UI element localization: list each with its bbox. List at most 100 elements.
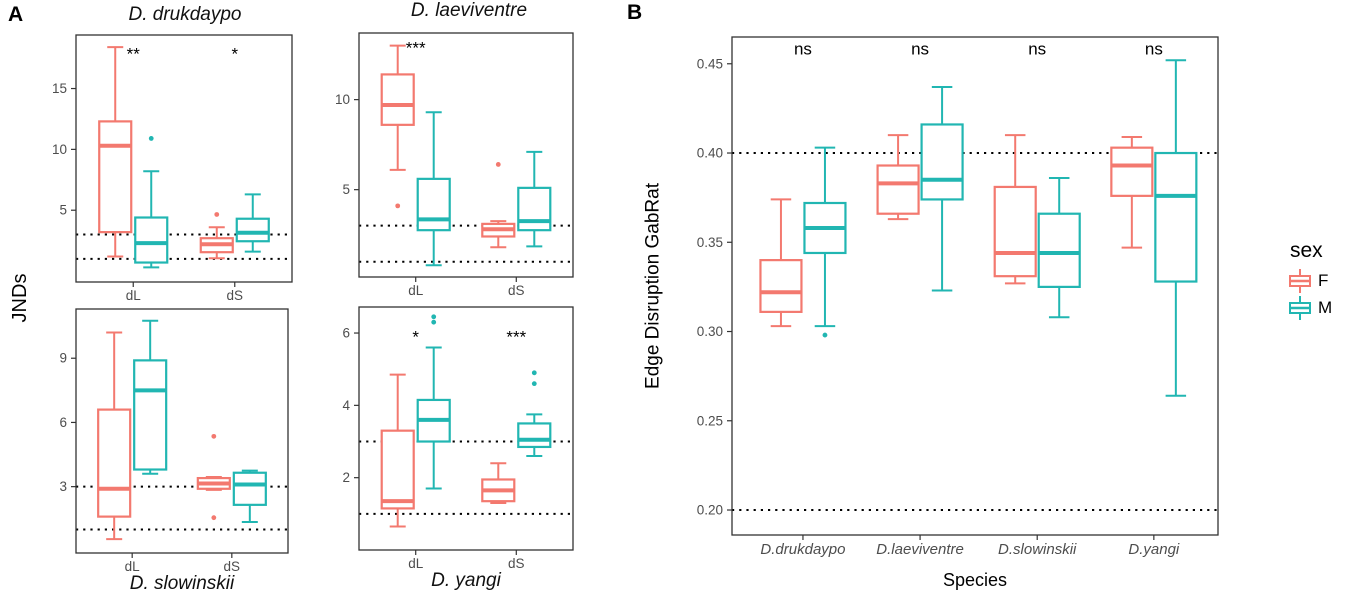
- y-tick-label: 0.45: [697, 56, 723, 71]
- boxplot-dS-m: [517, 370, 552, 457]
- legend-item-m-label: M: [1318, 298, 1333, 317]
- boxplot-D.drukdaypo-f: [759, 198, 803, 328]
- boxplot-dS-f: [199, 212, 234, 260]
- legend-item-m: M: [1287, 294, 1332, 321]
- box: [759, 259, 803, 313]
- x-tick-label: dS: [227, 288, 244, 303]
- boxplot-dL-f: [97, 331, 132, 541]
- x-tick-label: D.slowinskii: [998, 541, 1077, 558]
- box: [380, 429, 415, 510]
- x-tick-label: dL: [408, 556, 424, 571]
- box: [517, 186, 552, 232]
- x-tick-label: D.laeviventre: [876, 541, 964, 558]
- y-tick-label: 10: [52, 142, 67, 157]
- x-tick-label: D.drukdaypo: [760, 541, 845, 558]
- box: [133, 359, 168, 471]
- legend-item-f-label: F: [1318, 271, 1329, 290]
- boxplot-dS-f: [196, 433, 231, 521]
- panel-border: [358, 32, 574, 278]
- subplot-title-drukdaypo: D. drukdaypo: [128, 4, 242, 25]
- x-tick-label: dL: [125, 559, 141, 574]
- subplot-title-slowinskii: D. slowinskii: [129, 573, 235, 594]
- box: [993, 185, 1037, 278]
- boxplot-D.drukdaypo-m: [803, 146, 847, 338]
- y-tick-label: 2: [342, 470, 350, 485]
- outlier-point: [211, 515, 217, 521]
- panel-b-label: B: [627, 1, 643, 24]
- boxplot-dS-m: [232, 469, 267, 523]
- outlier-point: [531, 381, 537, 387]
- significance-label: ***: [406, 38, 426, 57]
- outlier-point: [495, 162, 501, 167]
- boxplot-dL-m: [416, 111, 451, 267]
- panel-a-subplot-1: 5 10 dL dS ***: [335, 32, 574, 298]
- significance-label: ns: [1145, 40, 1163, 59]
- box: [232, 471, 267, 506]
- y-tick-label: 9: [59, 351, 67, 366]
- y-tick-label: 4: [342, 398, 350, 413]
- significance-label: ns: [911, 40, 929, 59]
- box: [235, 217, 270, 243]
- significance-label: ***: [506, 328, 526, 347]
- boxplot-dS-f: [481, 462, 516, 504]
- significance-label: *: [231, 44, 238, 63]
- panel-a-y-axis-label: JNDs: [9, 273, 31, 323]
- y-tick-label: 6: [342, 326, 350, 341]
- boxplot-D.yangi-m: [1154, 59, 1198, 397]
- box: [517, 422, 552, 449]
- boxplot-D.laeviventre-m: [920, 85, 964, 292]
- y-tick-label: 15: [52, 81, 67, 96]
- significance-label: ns: [794, 40, 812, 59]
- boxplot-D.slowinskii-m: [1037, 177, 1081, 319]
- panel-border: [731, 36, 1219, 536]
- boxplot-dL-m: [134, 136, 169, 269]
- significance-label: **: [127, 44, 141, 63]
- boxplot-dL-f: [380, 44, 415, 209]
- y-tick-label: 0.30: [697, 324, 723, 339]
- panel-a-subplot-2: 3 6 9 dL dS: [59, 308, 289, 574]
- outlier-point: [148, 136, 154, 141]
- boxplot-dL-m: [133, 319, 168, 475]
- boxplot-dS-m: [235, 193, 270, 253]
- box: [97, 408, 132, 518]
- box: [134, 216, 169, 264]
- box: [380, 73, 415, 126]
- outlier-point: [822, 332, 828, 338]
- outlier-point: [431, 314, 437, 320]
- y-tick-label: 5: [59, 203, 67, 218]
- box: [1037, 212, 1081, 288]
- boxplot-dS-m: [517, 150, 552, 248]
- panel-a-label: A: [8, 3, 24, 26]
- panel-border: [75, 308, 289, 554]
- panel-b-x-axis-label: Species: [942, 570, 1008, 590]
- box: [98, 120, 133, 234]
- panel-border: [75, 34, 293, 283]
- box: [1110, 146, 1154, 197]
- significance-label: *: [412, 328, 419, 347]
- boxplot-D.laeviventre-f: [876, 134, 920, 221]
- box: [1154, 151, 1198, 283]
- y-tick-label: 0.20: [697, 503, 723, 518]
- box: [416, 177, 451, 232]
- y-tick-label: 6: [59, 415, 67, 430]
- outlier-point: [431, 319, 437, 325]
- x-tick-label: dL: [126, 288, 142, 303]
- subplot-title-laeviventre: D. laeviventre: [410, 0, 528, 21]
- boxplot-dL-f: [380, 373, 415, 528]
- boxplot-dS-f: [481, 162, 516, 249]
- outlier-point: [531, 370, 537, 376]
- y-tick-label: 5: [342, 182, 350, 197]
- x-tick-label: dS: [224, 559, 241, 574]
- x-tick-label: D.yangi: [1128, 541, 1180, 558]
- legend-title: sex: [1290, 239, 1323, 262]
- x-tick-label: dS: [508, 556, 525, 571]
- outlier-point: [395, 203, 401, 209]
- box: [876, 164, 920, 215]
- boxplot-dL-m: [416, 314, 451, 490]
- x-tick-label: dS: [508, 283, 525, 298]
- boxplot-D.yangi-f: [1110, 135, 1154, 249]
- panel-b-plot: 0.20 0.25 0.30 0.35 0.40 0.45 D.drukdaypo D.lae…: [697, 36, 1219, 558]
